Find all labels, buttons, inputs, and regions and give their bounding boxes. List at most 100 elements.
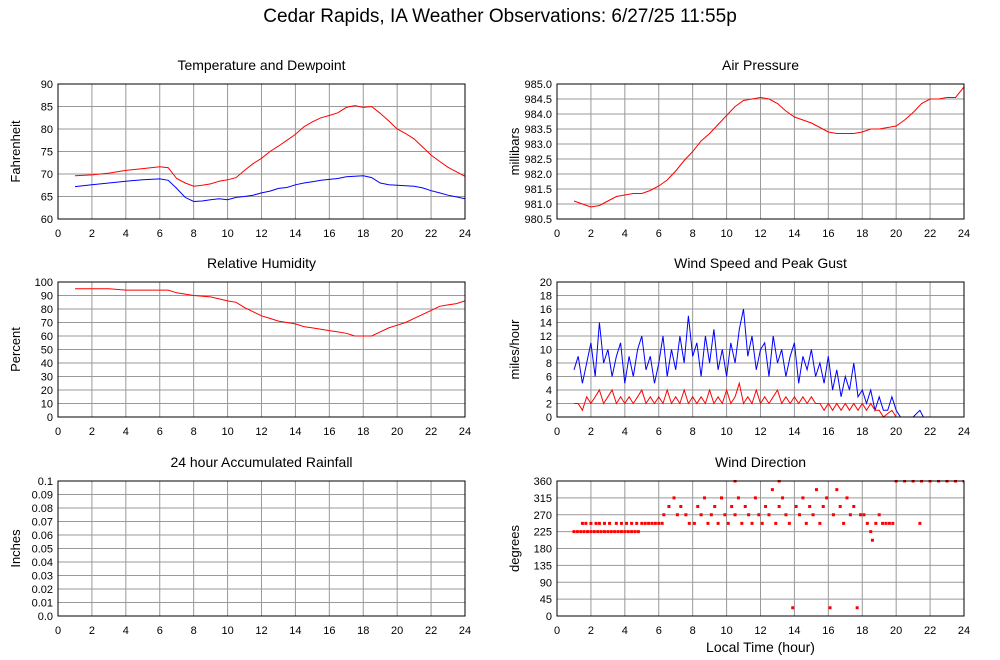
data-point xyxy=(626,530,630,534)
x-tick-label: 8 xyxy=(191,228,197,240)
x-tick-label: 16 xyxy=(323,625,335,637)
y-tick-label: 10 xyxy=(41,399,53,411)
y-tick-label: 225 xyxy=(534,527,552,539)
data-point xyxy=(842,521,846,525)
data-point xyxy=(828,606,832,610)
data-point xyxy=(713,505,717,508)
data-point xyxy=(743,505,747,508)
y-axis-label: Fahrenheit xyxy=(8,120,23,183)
x-tick-label: 16 xyxy=(323,426,335,438)
y-axis-label: millibars xyxy=(507,127,522,175)
y-tick-label: 12 xyxy=(540,331,552,343)
data-point xyxy=(753,496,757,500)
y-tick-label: 0.01 xyxy=(32,598,53,610)
x-tick-label: 24 xyxy=(459,228,471,240)
y-tick-label: 10 xyxy=(540,345,552,357)
x-tick-label: 4 xyxy=(123,426,129,438)
y-tick-label: 70 xyxy=(41,169,53,181)
x-tick-label: 22 xyxy=(924,426,936,438)
x-tick-label: 20 xyxy=(890,228,902,240)
data-point xyxy=(667,505,671,508)
x-tick-label: 4 xyxy=(123,625,129,637)
series-line-red xyxy=(574,381,964,418)
data-point xyxy=(831,513,835,517)
y-tick-label: 360 xyxy=(534,476,552,488)
data-point xyxy=(852,505,856,508)
x-tick-label: 4 xyxy=(123,228,129,240)
x-tick-label: 14 xyxy=(788,228,800,240)
y-tick-label: 981.0 xyxy=(524,199,552,211)
data-point xyxy=(619,530,623,534)
y-axis-label: Inches xyxy=(8,529,23,568)
y-tick-label: 981.5 xyxy=(524,184,552,196)
y-tick-label: 90 xyxy=(540,577,552,589)
data-point xyxy=(838,505,842,508)
data-point xyxy=(801,496,805,500)
data-point xyxy=(887,521,891,525)
series-points xyxy=(572,480,964,610)
x-tick-label: 14 xyxy=(788,426,800,438)
y-tick-label: 180 xyxy=(534,544,552,556)
data-point xyxy=(684,513,688,517)
x-tick-label: 16 xyxy=(822,228,834,240)
data-point xyxy=(794,505,798,508)
data-point xyxy=(884,521,888,525)
y-tick-label: 30 xyxy=(41,372,53,384)
x-tick-label: 20 xyxy=(391,426,403,438)
data-point xyxy=(572,530,576,534)
x-tick-label: 2 xyxy=(588,426,594,438)
plot-frame xyxy=(556,480,965,617)
x-tick-label: 12 xyxy=(754,625,766,637)
data-point xyxy=(660,521,664,525)
x-tick-label: 10 xyxy=(221,625,233,637)
chart-title: Air Pressure xyxy=(722,57,799,73)
data-point xyxy=(582,530,586,534)
y-tick-label: 135 xyxy=(534,560,552,572)
y-tick-label: 45 xyxy=(540,594,552,606)
plot-frame xyxy=(556,281,965,418)
x-tick-label: 22 xyxy=(924,228,936,240)
x-tick-label: 24 xyxy=(958,228,970,240)
chart-title: 24 hour Accumulated Rainfall xyxy=(170,454,352,470)
series-line-red xyxy=(74,105,465,187)
y-tick-label: 270 xyxy=(534,510,552,522)
x-tick-label: 4 xyxy=(622,228,628,240)
x-tick-label: 18 xyxy=(856,625,868,637)
data-point xyxy=(609,530,613,534)
x-tick-label: 8 xyxy=(191,426,197,438)
data-point xyxy=(636,530,640,534)
data-point xyxy=(579,530,583,534)
series-line-blue xyxy=(74,175,465,203)
x-tick-label: 10 xyxy=(720,228,732,240)
data-point xyxy=(764,505,768,508)
y-tick-label: 18 xyxy=(540,291,552,303)
data-point xyxy=(835,488,839,492)
data-point xyxy=(594,521,598,525)
data-point xyxy=(881,521,885,525)
x-tick-label: 14 xyxy=(289,228,301,240)
data-point xyxy=(630,530,634,534)
data-point xyxy=(848,513,852,517)
x-tick-label: 24 xyxy=(958,426,970,438)
data-point xyxy=(608,521,612,525)
x-tick-label: 20 xyxy=(391,228,403,240)
x-tick-label: 12 xyxy=(255,625,267,637)
data-point xyxy=(791,606,795,610)
data-point xyxy=(865,521,869,525)
x-tick-label: 14 xyxy=(289,625,301,637)
data-point xyxy=(623,530,627,534)
data-point xyxy=(798,513,802,517)
data-point xyxy=(586,530,590,534)
y-tick-label: 80 xyxy=(41,124,53,136)
data-point xyxy=(679,505,683,508)
y-tick-label: 982.5 xyxy=(524,154,552,166)
series-line-blue xyxy=(573,308,964,418)
data-point xyxy=(687,521,691,525)
data-point xyxy=(855,606,859,610)
data-point xyxy=(825,496,829,500)
data-point xyxy=(811,513,815,517)
